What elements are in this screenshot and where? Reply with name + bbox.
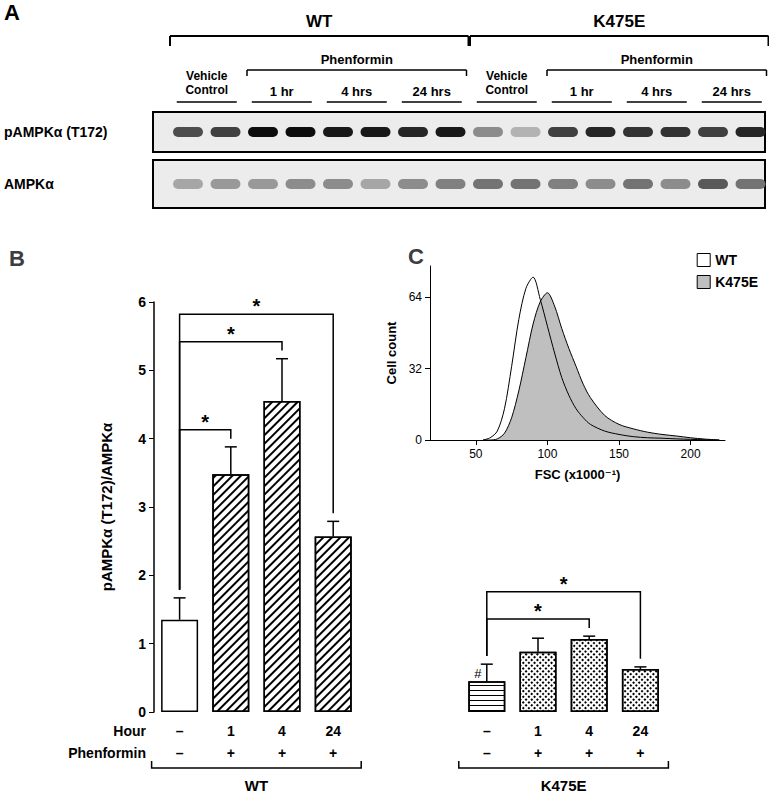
svg-text:+: +: [278, 745, 286, 761]
svg-text:Control: Control: [485, 83, 528, 97]
svg-text:A: A: [4, 0, 20, 25]
svg-text:WT: WT: [306, 12, 333, 31]
svg-text:4: 4: [585, 723, 593, 739]
svg-text:24 hrs: 24 hrs: [413, 84, 451, 99]
svg-text:#: #: [474, 666, 482, 681]
svg-text:Vehicle: Vehicle: [486, 69, 528, 83]
svg-text:–: –: [483, 723, 491, 739]
svg-text:WT: WT: [715, 252, 737, 268]
svg-text:1: 1: [227, 723, 235, 739]
svg-text:4: 4: [138, 431, 146, 447]
svg-text:Phenformin: Phenformin: [68, 745, 146, 761]
svg-text:–: –: [483, 745, 491, 761]
svg-text:200: 200: [681, 447, 701, 461]
svg-text:*: *: [201, 411, 209, 433]
svg-text:5: 5: [138, 362, 146, 378]
svg-text:0: 0: [138, 704, 146, 720]
svg-text:*: *: [560, 573, 568, 595]
svg-text:Control: Control: [185, 83, 228, 97]
svg-text:K475E: K475E: [715, 274, 758, 290]
svg-text:+: +: [227, 745, 235, 761]
svg-text:50: 50: [469, 447, 483, 461]
svg-text:–: –: [176, 723, 184, 739]
svg-text:Vehicle: Vehicle: [186, 69, 228, 83]
svg-text:+: +: [585, 745, 593, 761]
svg-text:+: +: [329, 745, 337, 761]
svg-text:WT: WT: [245, 777, 268, 794]
svg-text:Phenformin: Phenformin: [321, 52, 393, 67]
svg-text:Cell count: Cell count: [384, 321, 399, 385]
svg-text:*: *: [534, 600, 542, 622]
svg-text:B: B: [9, 246, 25, 271]
svg-text:0: 0: [415, 433, 422, 447]
svg-text:*: *: [253, 295, 261, 317]
svg-text:24: 24: [325, 723, 341, 739]
svg-text:AMPKα: AMPKα: [4, 176, 54, 192]
svg-text:+: +: [534, 745, 542, 761]
svg-text:24: 24: [633, 723, 649, 739]
svg-text:6: 6: [138, 294, 146, 310]
svg-text:FSC (x1000⁻¹): FSC (x1000⁻¹): [535, 467, 621, 482]
svg-text:K475E: K475E: [593, 12, 645, 31]
svg-text:1: 1: [138, 636, 146, 652]
svg-text:100: 100: [537, 447, 557, 461]
svg-text:*: *: [227, 323, 235, 345]
svg-text:–: –: [176, 745, 184, 761]
svg-text:4 hrs: 4 hrs: [341, 84, 372, 99]
svg-text:pAMPKα (T172)/AMPKα: pAMPKα (T172)/AMPKα: [98, 422, 115, 591]
svg-text:Phenformin: Phenformin: [621, 52, 693, 67]
svg-text:+: +: [636, 745, 644, 761]
svg-text:1 hr: 1 hr: [270, 84, 294, 99]
svg-text:24 hrs: 24 hrs: [713, 84, 751, 99]
svg-text:3: 3: [138, 499, 146, 515]
svg-text:32: 32: [409, 362, 423, 376]
svg-text:2: 2: [138, 567, 146, 583]
svg-text:1: 1: [534, 723, 542, 739]
svg-text:pAMPKα (T172): pAMPKα (T172): [4, 124, 108, 140]
svg-text:K475E: K475E: [541, 777, 587, 794]
svg-text:64: 64: [409, 290, 423, 304]
svg-text:C: C: [408, 244, 424, 269]
svg-text:Hour: Hour: [113, 723, 146, 739]
svg-text:1 hr: 1 hr: [570, 84, 594, 99]
svg-text:150: 150: [609, 447, 629, 461]
svg-text:4: 4: [278, 723, 286, 739]
svg-text:4 hrs: 4 hrs: [641, 84, 672, 99]
